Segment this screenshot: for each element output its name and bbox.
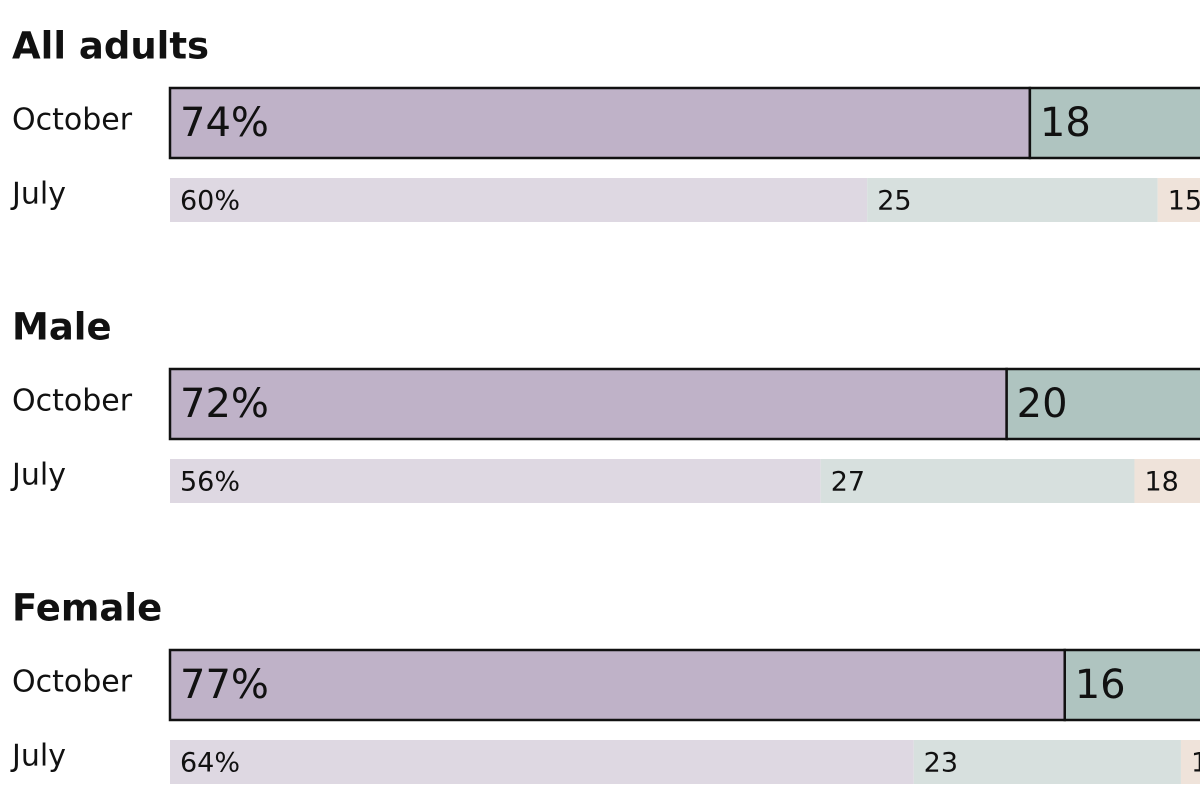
value-label: 18: [1040, 100, 1091, 146]
value-label: 77%: [180, 662, 269, 708]
bar-segment: [168, 648, 1066, 722]
value-label: 13: [1191, 748, 1200, 779]
value-label: 27: [831, 467, 865, 498]
value-label: 72%: [180, 381, 269, 427]
group-title: Male: [12, 306, 112, 349]
bar-segment: [913, 740, 1181, 784]
category-label: July: [10, 177, 66, 212]
value-label: 60%: [180, 186, 240, 217]
bar-segment: [170, 740, 914, 784]
value-label: 64%: [180, 748, 240, 779]
bar-segment: [168, 86, 1032, 160]
bar-segment: [1134, 459, 1200, 503]
bar-segment: [1180, 740, 1200, 784]
category-label: July: [10, 458, 66, 493]
bar-segment: [1063, 648, 1200, 722]
group-title: Female: [12, 587, 162, 630]
bar-segment: [1005, 367, 1200, 441]
bar-segment: [1028, 86, 1200, 160]
bar-segment: [1157, 178, 1200, 222]
value-label: 74%: [180, 100, 269, 146]
bar-segment: [170, 459, 821, 503]
bar-segment: [820, 459, 1135, 503]
bar-segment: [170, 178, 868, 222]
category-label: October: [12, 384, 133, 419]
category-label: October: [12, 665, 133, 700]
value-label: 25: [877, 186, 911, 217]
category-label: July: [10, 739, 66, 774]
value-label: 20: [1017, 381, 1068, 427]
value-label: 15: [1168, 186, 1200, 217]
category-label: October: [12, 103, 133, 138]
value-label: 56%: [180, 467, 240, 498]
value-label: 18: [1144, 467, 1178, 498]
value-label: 16: [1075, 662, 1126, 708]
group-title: All adults: [12, 25, 209, 68]
bar-segment: [867, 178, 1158, 222]
value-label: 23: [924, 748, 958, 779]
bar-segment: [168, 367, 1008, 441]
